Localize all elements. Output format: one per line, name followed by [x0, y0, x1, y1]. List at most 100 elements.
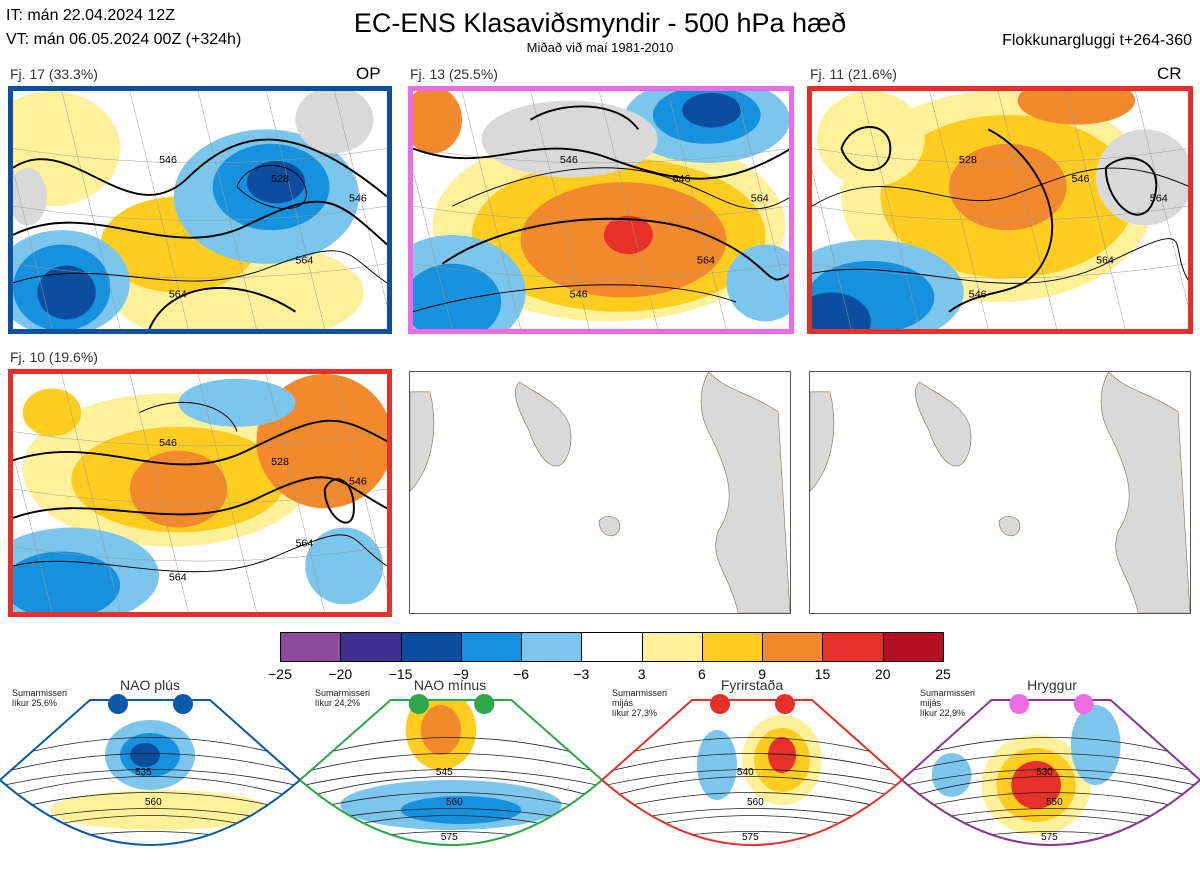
colorbar-segment [883, 632, 944, 662]
regime-marker-dot [408, 694, 429, 714]
meridian-line [265, 91, 325, 329]
contour-label: 535 [135, 767, 152, 778]
cluster-1-map[interactable]: 546 528 546 564 564 [8, 86, 392, 334]
height-contour [139, 401, 238, 432]
contour-label: 560 [446, 797, 463, 808]
regime-note-line: líkur 22,9% [920, 708, 966, 718]
height-contour [300, 753, 602, 774]
regime-ridge: 530 550 575 Hryggur Sumarmisseri mijás líkur 2… [900, 670, 1200, 871]
regime-note-line: mijás [612, 698, 634, 708]
cluster-1-label: Fj. 17 (33.3%) [10, 66, 98, 82]
regime-nao-plus: 535 560 NAO plús Sumarmisseri líkur 25,6% [0, 670, 302, 871]
regime-note: Sumarmisseri líkur 25,6% [12, 688, 67, 708]
classification-window: Flokkunargluggi t+264-360 [1002, 32, 1192, 49]
contour-label: 546 [349, 192, 367, 204]
cluster-3-map[interactable]: 528 546 564 564 546 [807, 86, 1193, 334]
height-contour [0, 792, 300, 813]
anomaly-area [949, 143, 1067, 231]
parallel-line [413, 148, 789, 164]
anomaly-area [768, 737, 796, 773]
anomaly-area [816, 91, 925, 187]
anomaly-area [481, 100, 658, 178]
meridian-line [667, 91, 727, 329]
height-contour [602, 776, 902, 800]
regime-note-line: líkur 27,3% [612, 708, 658, 718]
anomaly-area [1017, 91, 1136, 125]
meridian-line [461, 91, 521, 329]
anomaly-area [726, 244, 789, 322]
page-subtitle: Miðað við maí 1981-2010 [526, 40, 674, 55]
meridian-line [1134, 91, 1188, 307]
meridian-line [61, 91, 121, 329]
valid-time: VT: mán 06.05.2024 00Z (+324h) [6, 31, 242, 48]
regime-title: Hryggur [1027, 677, 1077, 693]
height-contour [602, 848, 902, 865]
meridian-line [334, 374, 387, 590]
anomaly-area [1011, 850, 1041, 860]
height-contour [13, 534, 387, 573]
meridian-line [413, 169, 453, 329]
regime-2-svg: 545 560 575 [298, 694, 604, 865]
meridian-line [197, 91, 257, 329]
parallel-line [413, 205, 789, 221]
height-contour [529, 105, 640, 130]
height-contour [300, 848, 602, 865]
regime-title: NAO mínus [413, 677, 487, 693]
regime-title: Fyrirstaða [720, 677, 784, 693]
init-time: IT: mán 22.04.2024 12Z [6, 7, 175, 24]
colorbar: −25 −20 −15 −9 −6 −3 3 6 9 15 20 25 [268, 632, 951, 682]
height-contour [0, 848, 300, 865]
height-contour [413, 284, 737, 313]
contour-label: 575 [1041, 832, 1058, 843]
cluster-4-map[interactable]: 546 528 546 564 564 [8, 369, 392, 617]
contour-label: 528 [271, 456, 289, 468]
parallel-line [812, 263, 1188, 279]
height-contour [300, 776, 602, 800]
anomaly-area [246, 161, 306, 204]
regime-3-svg: 540 560 575 [600, 694, 904, 865]
meridian-line [61, 374, 121, 612]
regime-note-line: líkur 25,6% [12, 698, 58, 708]
regime-note-line: mijás [920, 698, 942, 708]
colorbar-tick-label: 3 [637, 666, 646, 682]
contour-label: 546 [560, 154, 578, 166]
contour-label: 530 [1036, 767, 1053, 778]
contour-label: 528 [271, 173, 289, 185]
contour-label: 546 [672, 173, 690, 185]
contour-label: 564 [1150, 192, 1168, 204]
contour-label: 560 [145, 797, 162, 808]
contour-label: 575 [742, 832, 759, 843]
height-contour [236, 165, 307, 209]
cluster-2-label: Fj. 13 (25.5%) [410, 66, 498, 82]
meridian-line [197, 374, 257, 612]
contour-label: 564 [751, 192, 769, 204]
regime-note-line: Sumarmisseri [612, 688, 668, 698]
regime-marker-dot [1073, 694, 1094, 714]
height-contour [602, 769, 902, 787]
colorbar-tick-label: 9 [758, 666, 767, 682]
height-contour [451, 167, 789, 210]
regime-marker-dot [173, 694, 193, 714]
fan-border [0, 699, 302, 846]
height-contour [13, 419, 387, 466]
meridian-line [13, 169, 53, 329]
contour-label: 564 [295, 538, 313, 550]
contour-label: 546 [1071, 173, 1089, 185]
contour-label: 546 [969, 288, 987, 300]
europe-land [700, 372, 790, 613]
height-contour [13, 476, 387, 519]
meridian-line [129, 374, 189, 612]
regime-note: Sumarmisseri líkur 24,2% [315, 688, 370, 708]
contour-label: 528 [959, 154, 977, 166]
colorbar-tick-label: 6 [698, 666, 706, 682]
regime-title: NAO plús [120, 677, 180, 693]
colorbar-tick-label: −9 [452, 666, 469, 682]
parallel-line [812, 205, 1188, 221]
cluster-2-map[interactable]: 546 546 564 564 546 [408, 86, 794, 334]
colorbar-segment [702, 632, 764, 662]
height-contour [948, 128, 1054, 313]
meridian-line [13, 452, 53, 612]
cluster-3-tag: CR [1157, 64, 1182, 83]
regime-note: Sumarmisseri mijás líkur 22,9% [920, 688, 975, 718]
parallel-line [812, 148, 1188, 164]
